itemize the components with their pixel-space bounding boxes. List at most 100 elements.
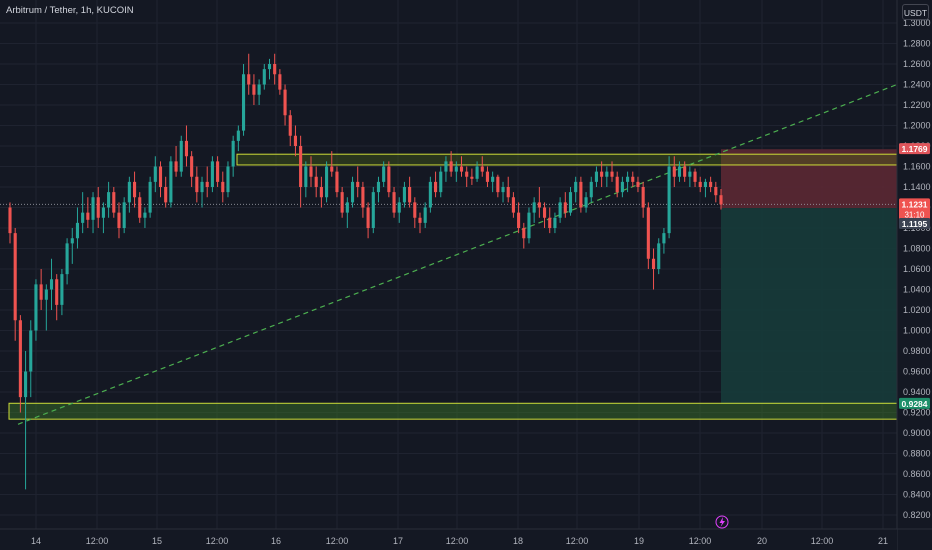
time-tick-label: 12:00 [86,536,109,546]
candle-body [703,181,707,187]
time-tick-label: 12:00 [566,536,589,546]
price-tick-label: 1.0600 [903,264,931,274]
candle-body [335,171,339,193]
candle-body [221,181,225,193]
symbol-title: Arbitrum / Tether, 1h, KUCOIN [6,5,134,16]
candle-body [70,238,74,244]
time-tick-label: 16 [271,536,281,546]
candle-body [688,171,692,177]
candle-body [299,146,303,187]
candle-body [579,181,583,208]
candle-body [210,161,214,187]
time-tick-label: 12:00 [811,536,834,546]
candle-body [226,166,230,193]
candle-body [615,176,619,193]
candle-body [148,181,152,213]
time-tick-label: 20 [757,536,767,546]
price-tick-label: 0.8200 [903,510,931,520]
candle-body [158,166,163,187]
candle-body [485,171,490,182]
candle-body [81,212,85,223]
candle-body [309,166,313,177]
price-tick-label: 0.9200 [903,408,931,418]
candle-body [376,181,381,193]
candle-body [517,212,521,228]
candle-body [117,212,121,228]
lightning-icon[interactable] [715,515,729,529]
candle-body [677,166,682,177]
candle-body [631,176,635,182]
candle-body [496,176,500,193]
candle-body [60,274,64,305]
candle-body [408,187,412,203]
price-tick-label: 0.8400 [903,490,931,500]
candle-body [459,166,464,172]
candle-body [356,181,360,187]
candle-body [252,84,256,95]
candle-body [366,207,370,228]
candle-body [532,202,536,213]
candle-body [18,320,22,398]
candle-body [444,161,448,172]
candle-body [49,279,54,290]
candle-body [241,74,246,131]
candle-body [24,371,28,398]
candle-body [449,161,453,172]
currency-button[interactable]: USDT [902,4,929,20]
candle-body [174,161,178,172]
price-tick-label: 1.2400 [903,80,931,90]
price-tick-label: 0.9600 [903,367,931,377]
candle-body [548,217,552,228]
candle-body [651,258,656,269]
candle-body [169,161,173,203]
time-tick-label: 12:00 [689,536,712,546]
candle-body [574,181,578,193]
candle-body [434,181,438,193]
price-tick-label: 1.0800 [903,244,931,254]
candle-body [413,202,417,218]
candle-body [350,181,355,203]
price-tick-label: 1.2800 [903,39,931,49]
candle-body [683,166,687,177]
candle-body [132,181,137,198]
price-tick-label: 0.9400 [903,387,931,397]
candle-body [522,228,526,239]
price-tick-label: 0.8800 [903,449,931,459]
candle-body [511,197,515,213]
candle-body [257,84,261,95]
price-tick-label: 0.9800 [903,346,931,356]
time-tick-label: 12:00 [446,536,469,546]
candle-body [501,187,505,193]
candle-body [184,140,189,157]
candle-body [719,195,723,205]
candle-body [205,181,209,187]
candle-body [714,187,718,196]
time-axis [0,529,897,550]
lightning-icon-glyph[interactable] [719,517,726,527]
entry-price-tag-bg [899,218,930,230]
candle-body [65,243,69,275]
price-tick-label: 1.0000 [903,326,931,336]
candle-body [288,115,292,136]
candle-body [506,187,510,198]
candle-body [29,330,33,372]
candle-body [101,207,105,218]
price-tick-label: 1.0200 [903,305,931,315]
candle-body [558,202,562,218]
time-tick-label: 12:00 [326,536,349,546]
candle-body [397,202,401,213]
candle-body [195,176,199,193]
time-tick-label: 12:00 [206,536,229,546]
candle-body [278,74,282,90]
candle-body [387,166,391,193]
stop-loss-zone [721,149,897,209]
candle-body [542,207,547,218]
candle-body [553,217,557,228]
resistance-zone [236,153,898,166]
current-price-tag: 1.1231 [902,199,928,209]
candle-body [600,171,604,177]
candle-body [439,171,443,193]
candle-body [39,284,43,300]
